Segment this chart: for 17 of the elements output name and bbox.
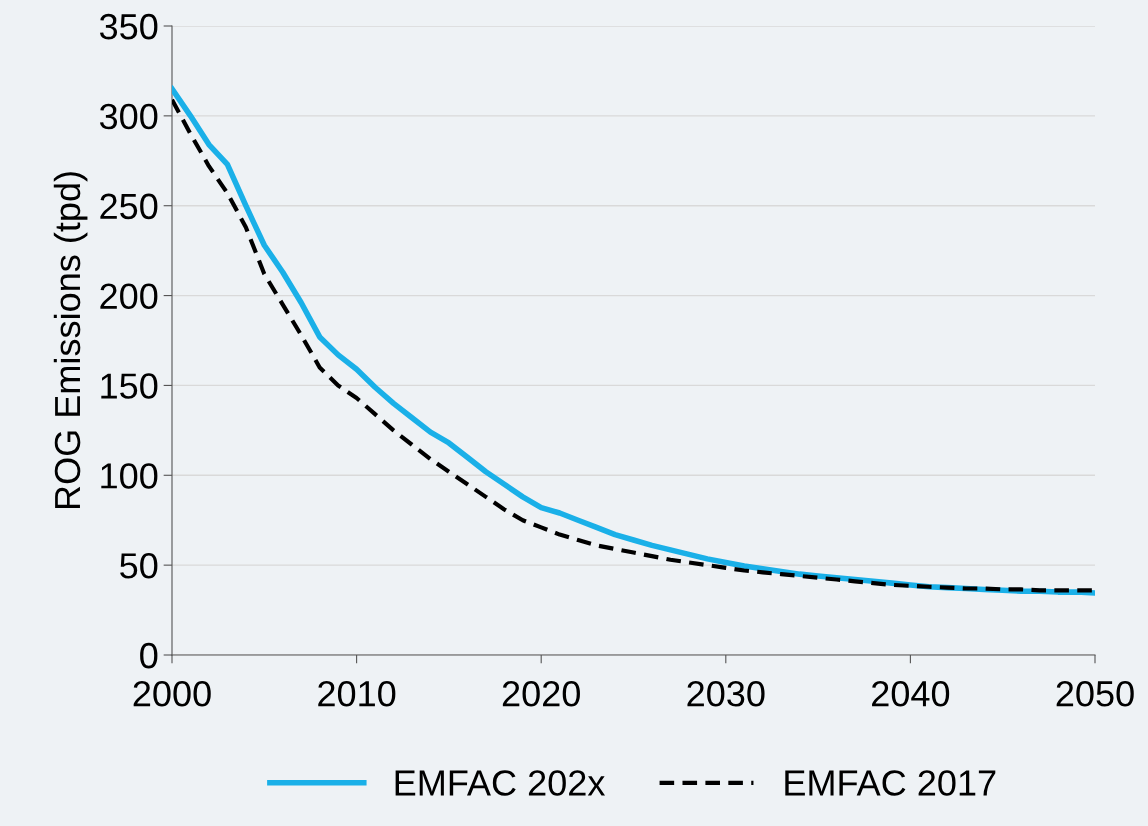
y-tick-label: 350: [99, 13, 158, 40]
legend-label: EMFAC 2017: [785, 770, 996, 796]
x-tick-label: 2000: [133, 680, 211, 707]
y-tick-label: 0: [140, 642, 158, 669]
x-tick-label: 2040: [872, 680, 950, 707]
y-tick-label: 100: [101, 463, 158, 489]
y-tick-label: 150: [101, 373, 158, 399]
x-tick-label: 2020: [502, 680, 580, 707]
y-tick-label: 50: [120, 553, 158, 579]
y-tick-label: 200: [100, 283, 158, 310]
legend-label: EMFAC 202x: [395, 770, 606, 796]
x-tick-label: 2010: [318, 680, 396, 707]
x-tick-label: 2030: [687, 680, 765, 707]
x-tick-label: 2050: [1056, 680, 1134, 707]
y-tick-label: 250: [100, 193, 158, 220]
y-axis-title: ROG Emissions (tpd): [53, 172, 88, 509]
y-tick-label: 300: [99, 103, 158, 130]
